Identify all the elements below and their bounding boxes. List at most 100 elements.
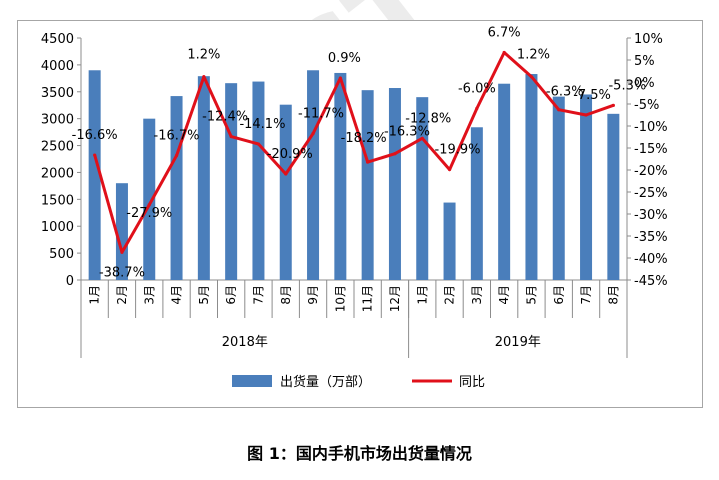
left-tick-label: 4500 bbox=[41, 32, 74, 47]
line-point bbox=[611, 103, 615, 107]
bar bbox=[607, 113, 620, 281]
bar bbox=[170, 96, 183, 280]
data-label: -16.7% bbox=[154, 128, 200, 143]
bar bbox=[279, 104, 292, 280]
line-point bbox=[174, 153, 179, 158]
category-label: 2月 bbox=[115, 285, 129, 305]
data-label: -14.1% bbox=[239, 117, 285, 132]
data-label: -12.8% bbox=[405, 111, 451, 126]
right-tick-label: 5% bbox=[634, 54, 655, 69]
line-point bbox=[229, 134, 233, 139]
left-tick-label: 500 bbox=[49, 247, 74, 262]
left-tick-label: 3000 bbox=[41, 113, 74, 128]
data-label: -7.5% bbox=[573, 88, 611, 103]
right-tick-label: -40% bbox=[634, 252, 668, 267]
category-label: 6月 bbox=[224, 285, 238, 305]
legend-label-line: 同比 bbox=[459, 375, 485, 390]
line-point bbox=[529, 75, 534, 79]
left-tick-label: 1500 bbox=[41, 193, 74, 208]
line-point bbox=[420, 136, 424, 140]
bar bbox=[361, 90, 374, 280]
line-point bbox=[475, 106, 479, 110]
data-label: -27.9% bbox=[126, 206, 172, 221]
line-point bbox=[393, 152, 397, 156]
data-label: -38.7% bbox=[99, 265, 145, 280]
right-tick-label: 0% bbox=[634, 76, 655, 91]
category-label: 8月 bbox=[279, 285, 293, 305]
category-label: 9月 bbox=[306, 285, 320, 305]
category-label: 1月 bbox=[415, 285, 429, 305]
category-label: 5月 bbox=[524, 285, 538, 305]
bar bbox=[388, 88, 401, 280]
yoy-line bbox=[93, 51, 614, 254]
category-label: 4月 bbox=[170, 285, 184, 305]
line-point bbox=[447, 167, 452, 172]
bar bbox=[470, 127, 483, 280]
line-point bbox=[338, 76, 342, 80]
group-label: 2019年 bbox=[495, 335, 541, 350]
figure-caption: 图 1：国内手机市场出货量情况 bbox=[247, 444, 472, 463]
category-label: 6月 bbox=[552, 285, 566, 305]
left-tick-label: 0 bbox=[66, 274, 74, 289]
bar bbox=[252, 81, 265, 280]
legend-swatch-bar bbox=[232, 375, 272, 387]
line-point bbox=[366, 160, 370, 164]
line-point bbox=[256, 142, 261, 146]
data-label: -6.0% bbox=[458, 81, 496, 96]
right-tick-label: -20% bbox=[634, 164, 668, 179]
category-label: 1月 bbox=[88, 285, 102, 305]
line-point bbox=[311, 131, 315, 136]
bar bbox=[525, 74, 538, 280]
bar bbox=[552, 96, 565, 281]
right-tick-label: -25% bbox=[634, 186, 668, 201]
category-label: 12月 bbox=[388, 285, 402, 312]
group-label: 2018年 bbox=[222, 335, 268, 350]
data-label: -6.3% bbox=[546, 85, 584, 100]
category-label: 10月 bbox=[333, 285, 347, 312]
line-point bbox=[284, 172, 288, 176]
right-tick-label: -45% bbox=[634, 274, 668, 289]
left-tick-label: 4000 bbox=[41, 59, 74, 74]
bar bbox=[88, 70, 101, 280]
right-tick-label: 10% bbox=[634, 32, 663, 47]
line-point bbox=[584, 113, 588, 117]
bar bbox=[334, 72, 347, 280]
category-label: 5月 bbox=[197, 285, 211, 305]
left-tick-label: 1000 bbox=[41, 220, 74, 235]
left-tick-label: 2000 bbox=[41, 166, 74, 181]
right-tick-label: -10% bbox=[634, 120, 668, 135]
category-label: 7月 bbox=[579, 285, 593, 305]
category-label: 3月 bbox=[470, 285, 484, 305]
right-tick-label: -5% bbox=[634, 98, 659, 113]
data-label: -5.3% bbox=[608, 78, 646, 93]
left-tick-label: 2500 bbox=[41, 140, 74, 155]
category-label: 4月 bbox=[497, 285, 511, 305]
data-label: -20.9% bbox=[267, 147, 313, 162]
bar bbox=[115, 183, 128, 280]
line-point bbox=[502, 50, 506, 55]
right-tick-label: -30% bbox=[634, 208, 668, 223]
legend-label-bar: 出货量（万部） bbox=[280, 374, 371, 390]
category-label: 11月 bbox=[361, 285, 375, 312]
category-label: 7月 bbox=[251, 285, 265, 305]
bar bbox=[143, 118, 156, 281]
data-label: 6.7% bbox=[488, 26, 521, 41]
bar bbox=[498, 83, 511, 280]
data-label: -18.2% bbox=[341, 131, 387, 146]
left-tick-label: 3500 bbox=[41, 86, 74, 101]
right-tick-label: -15% bbox=[634, 142, 668, 157]
line-point bbox=[202, 75, 206, 79]
data-label: 0.9% bbox=[328, 51, 361, 66]
right-tick-label: -35% bbox=[634, 230, 668, 245]
data-label: 1.2% bbox=[187, 48, 220, 63]
category-label: 2月 bbox=[443, 285, 457, 305]
chart-frame: 0 500 1000 1500 2000 2500 3000 3500 4000 4500 -45%… bbox=[17, 20, 703, 408]
bar bbox=[307, 70, 320, 280]
category-label: 3月 bbox=[142, 285, 156, 305]
data-label: -16.3% bbox=[384, 125, 430, 140]
category-label: 8月 bbox=[606, 285, 620, 305]
bar bbox=[443, 202, 456, 280]
bar bbox=[197, 76, 210, 280]
line-point bbox=[557, 108, 561, 112]
line-point bbox=[93, 153, 97, 157]
